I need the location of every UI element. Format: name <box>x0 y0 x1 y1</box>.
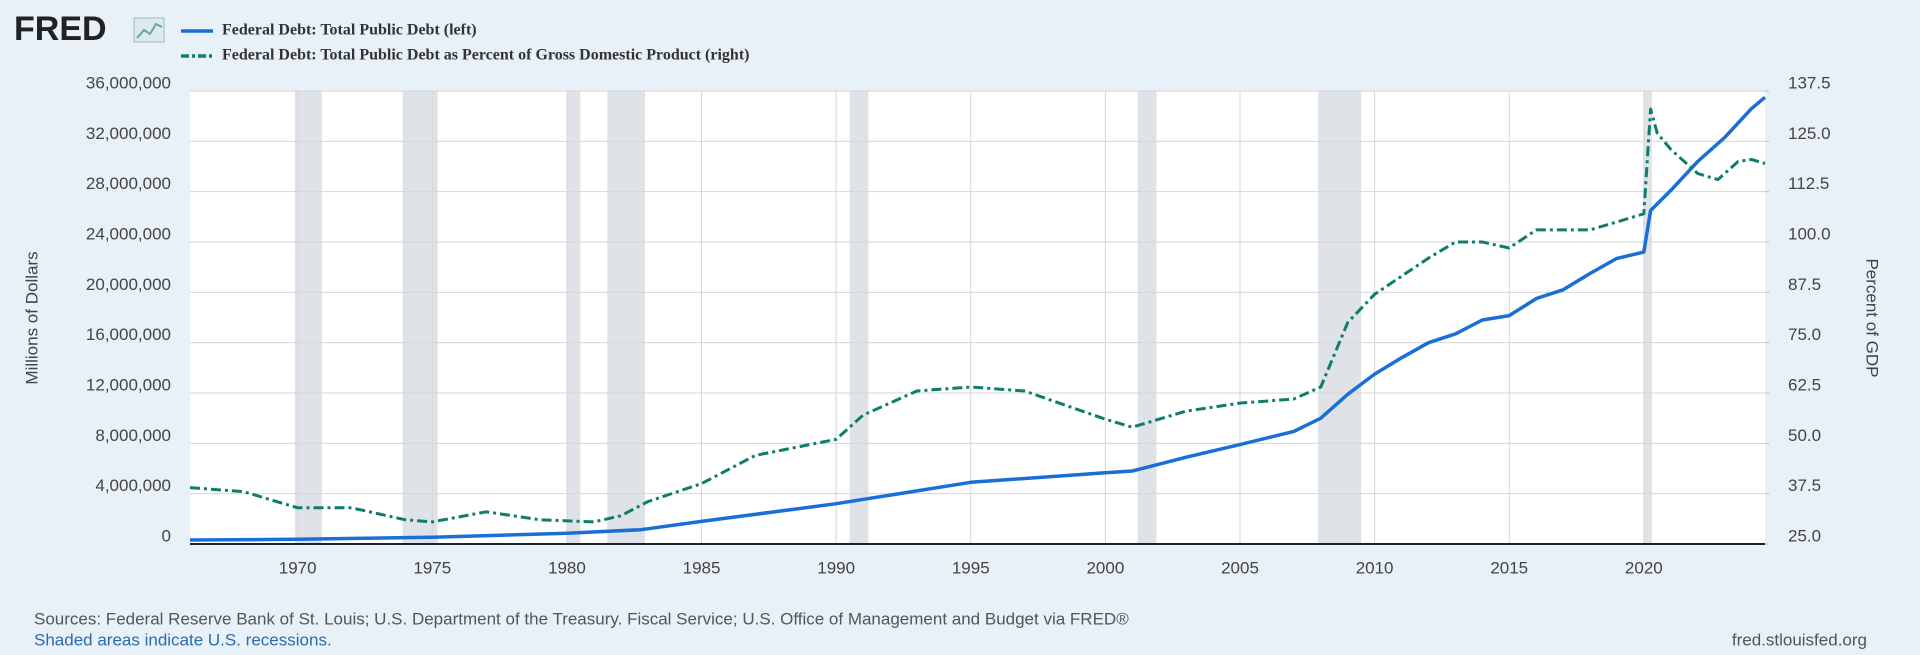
source: Sources: Federal Reserve Bank of St. Lou… <box>34 609 1129 628</box>
y-tick-label: 24,000,000 <box>86 224 171 243</box>
y-tick-label: 28,000,000 <box>86 174 171 193</box>
y-tick-label: 4,000,000 <box>95 476 171 495</box>
x-tick-label: 1980 <box>548 558 586 577</box>
recession-band <box>607 91 645 544</box>
y2-tick-label: 100.0 <box>1788 224 1831 243</box>
y2-tick-label: 112.5 <box>1788 174 1829 193</box>
x-tick-label: 2010 <box>1356 558 1394 577</box>
recession-note: Shaded areas indicate U.S. recessions. <box>34 630 332 649</box>
logo-icon <box>133 17 165 43</box>
y-tick-label: 8,000,000 <box>95 426 171 445</box>
series-line <box>189 107 1766 524</box>
recession-band <box>849 91 869 544</box>
y-tick-label: 32,000,000 <box>86 124 171 143</box>
site: fred.stlouisfed.org <box>1732 630 1867 649</box>
y2-tick-label: 75.0 <box>1788 325 1821 344</box>
recession-band <box>295 91 322 544</box>
y2-axis-label: Percent of GDP <box>1863 258 1882 377</box>
y-tick-label: 20,000,000 <box>86 275 171 294</box>
x-tick-label: 1985 <box>683 558 721 577</box>
legend-label: Federal Debt: Total Public Debt (left) <box>222 22 477 39</box>
x-tick-label: 1970 <box>279 558 317 577</box>
y2-tick-label: 25.0 <box>1788 526 1821 545</box>
y-tick-label: 16,000,000 <box>86 325 171 344</box>
y-tick-label: 12,000,000 <box>86 375 171 394</box>
series-line <box>189 95 1767 542</box>
recession-band <box>566 91 581 544</box>
x-tick-label: 2015 <box>1490 558 1528 577</box>
y2-tick-label: 137.5 <box>1788 73 1831 92</box>
recession-band <box>1137 91 1157 544</box>
legend-label: Federal Debt: Total Public Debt as Perce… <box>222 47 749 64</box>
x-tick-label: 1990 <box>817 558 855 577</box>
y2-tick-label: 125.0 <box>1788 124 1831 143</box>
y2-tick-label: 62.5 <box>1788 375 1821 394</box>
y-tick-label: 0 <box>162 526 171 545</box>
x-tick-label: 2005 <box>1221 558 1259 577</box>
x-tick-label: 1995 <box>952 558 990 577</box>
x-tick-label: 2000 <box>1086 558 1124 577</box>
logo: FRED <box>14 10 107 48</box>
recession-band <box>1318 91 1362 544</box>
x-tick-label: 1975 <box>413 558 451 577</box>
x-tick-label: 2020 <box>1625 558 1663 577</box>
y2-tick-label: 87.5 <box>1788 275 1821 294</box>
y2-tick-label: 50.0 <box>1788 426 1821 445</box>
y2-tick-label: 37.5 <box>1788 476 1821 495</box>
y-tick-label: 36,000,000 <box>86 73 171 92</box>
recession-band <box>1643 91 1652 544</box>
y-axis-label: Millions of Dollars <box>22 251 41 384</box>
